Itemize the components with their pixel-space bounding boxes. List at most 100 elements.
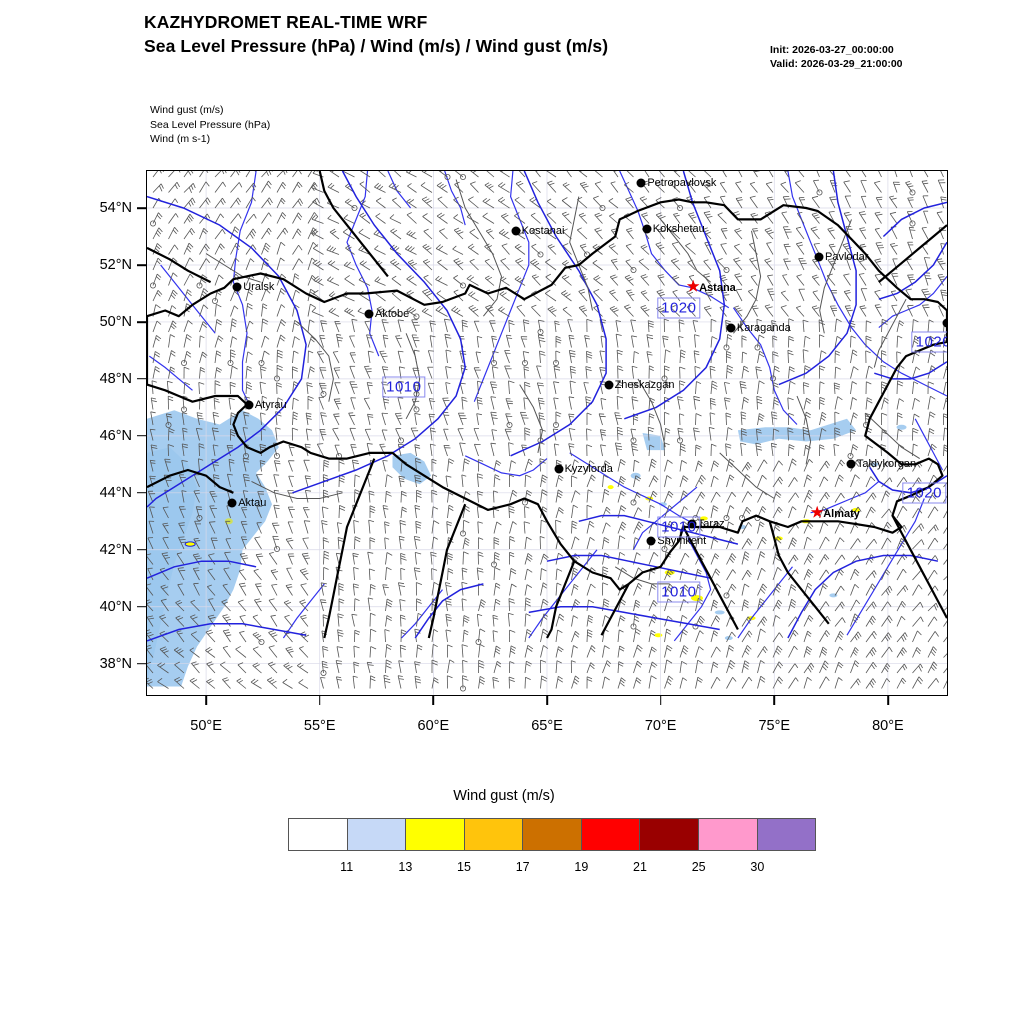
wind-barb <box>795 226 805 240</box>
wind-barb <box>307 303 316 317</box>
x-axis-tick-mark <box>205 696 207 705</box>
wind-barb <box>633 475 642 488</box>
wind-barb <box>168 198 179 209</box>
wind-barb <box>922 195 929 209</box>
wind-barb <box>349 335 355 348</box>
admin-border <box>719 452 775 499</box>
colorbar-tick-label: 30 <box>750 860 765 874</box>
wind-barb <box>671 241 681 255</box>
wind-barb <box>509 583 517 596</box>
wind-barb <box>845 171 851 178</box>
colorbar-swatch[interactable] <box>523 819 582 850</box>
wind-barb <box>726 427 733 441</box>
wind-barb <box>750 274 758 286</box>
wind-barb <box>819 396 826 410</box>
wind-barb <box>810 226 820 240</box>
wind-barb <box>819 428 827 441</box>
wind-barb <box>726 474 735 488</box>
wind-barb <box>367 413 374 426</box>
wind-barb <box>772 632 784 643</box>
wind-barb <box>936 211 944 224</box>
wind-barb <box>535 171 541 178</box>
wind-barb <box>195 506 203 521</box>
wind-barb <box>726 644 735 658</box>
wind-barb <box>648 504 655 519</box>
wind-barb <box>811 274 820 286</box>
isobar-contour <box>874 361 947 380</box>
wind-barb <box>333 367 341 379</box>
wind-barb <box>625 289 635 302</box>
wind-barb <box>490 396 497 410</box>
legend-line-wind-gust: Wind gust (m/s) <box>150 104 224 116</box>
colorbar-swatch[interactable] <box>347 819 407 850</box>
wind-barb <box>764 304 774 317</box>
wind-barb <box>688 274 696 286</box>
wind-barb <box>540 613 548 627</box>
wind-barb <box>663 442 670 457</box>
wind-barb <box>344 275 355 286</box>
wind-barb <box>369 646 377 658</box>
colorbar-swatch[interactable] <box>406 819 465 850</box>
admin-border <box>519 384 544 453</box>
wind-barb <box>881 678 891 689</box>
wind-barb <box>241 507 248 519</box>
wind-barb <box>152 351 161 364</box>
wind-barb <box>772 615 781 627</box>
wind-barb <box>757 459 768 472</box>
wind-barb <box>176 552 185 565</box>
wind-barb <box>261 335 270 348</box>
wind-barb <box>468 196 479 209</box>
wind-barb <box>819 676 830 689</box>
colorbar-swatch[interactable] <box>757 819 816 850</box>
wind-barb <box>725 443 732 457</box>
city-marker-dot <box>232 282 242 292</box>
colorbar-swatch[interactable] <box>698 819 758 850</box>
wind-barb <box>415 520 422 534</box>
wind-barb <box>506 334 513 348</box>
wind-barb <box>927 631 939 643</box>
wind-barb <box>540 675 548 689</box>
wind-barb <box>333 413 340 426</box>
wind-barb <box>292 289 300 302</box>
wind-barb <box>726 521 734 534</box>
wind-barb <box>943 620 947 627</box>
wind-barb <box>757 474 767 488</box>
gust-patch <box>699 516 708 521</box>
wind-barb <box>693 427 700 441</box>
colorbar-swatch[interactable] <box>640 819 699 850</box>
wind-barb <box>168 305 177 317</box>
wind-barb <box>858 273 867 286</box>
wind-barb <box>648 675 657 689</box>
wind-barb <box>819 411 827 426</box>
wind-barb <box>416 489 422 503</box>
colorbar-swatch[interactable] <box>289 819 348 850</box>
wind-barb <box>183 334 192 348</box>
wind-barb <box>593 275 603 286</box>
colorbar-swatch[interactable] <box>581 819 641 850</box>
national-border <box>682 526 739 631</box>
wind-barb <box>850 506 862 519</box>
wind-barb <box>547 306 557 317</box>
wind-barb <box>173 647 185 658</box>
wind-barb <box>353 645 360 658</box>
graticule <box>147 171 947 695</box>
x-axis-tick-label: 65°E <box>531 718 563 734</box>
wind-barb <box>379 443 386 457</box>
wind-barb <box>943 381 947 395</box>
wind-barb <box>345 244 355 255</box>
wind-barb <box>307 319 315 333</box>
wind-barb <box>555 489 563 503</box>
colorbar-swatch[interactable] <box>464 819 524 850</box>
colorbar-swatches[interactable] <box>288 818 816 851</box>
isobar-value-label: 1020 <box>911 331 947 353</box>
wind-barb <box>617 381 624 395</box>
wind-barb <box>834 318 842 333</box>
wind-barb <box>694 334 700 348</box>
wind-barb <box>664 459 673 472</box>
river <box>619 171 730 309</box>
wind-barb <box>159 614 169 627</box>
wind-barb <box>673 171 681 178</box>
wind-barb <box>407 183 417 193</box>
wind-barb <box>788 537 797 550</box>
map-plot-area[interactable]: Petropavlovsk Kostanai Kokshetau Pavlodar Ur… <box>146 170 948 696</box>
